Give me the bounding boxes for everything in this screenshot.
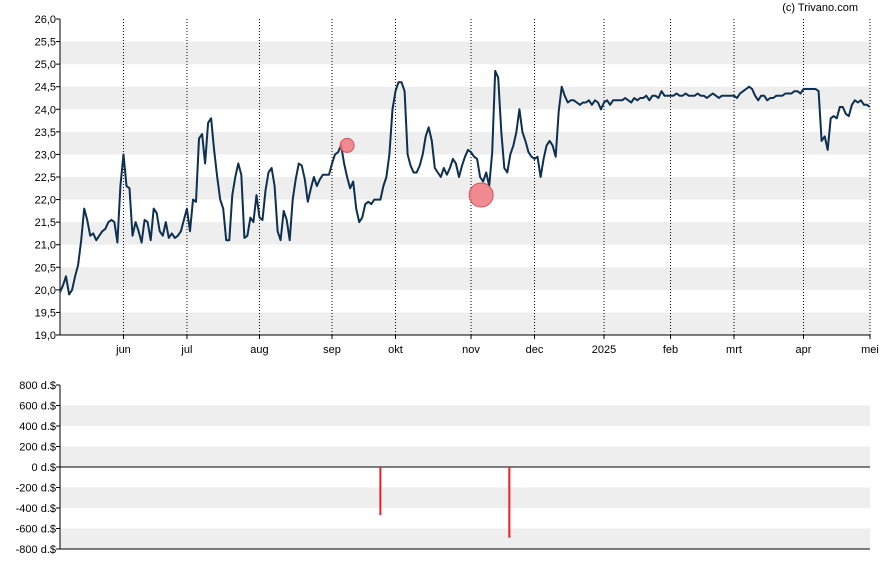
price-y-tick-label: 25,5 [35,37,56,49]
volume-y-tick-label: -600 d.$ [16,524,56,536]
price-y-tick-label: 22,0 [35,195,56,207]
volume-y-tick-label: 800 d.$ [19,380,56,392]
price-event-marker [468,182,494,208]
price-y-tick-label: 26,0 [35,14,56,26]
price-grid-band [60,267,870,290]
price-y-tick-label: 21,5 [35,217,56,229]
volume-grid-band [60,528,870,549]
price-grid-band [60,41,870,65]
volume-grid-band [60,446,870,467]
volume-y-tick-label: 400 d.$ [19,421,56,433]
volume-grid-band [60,405,870,426]
price-y-tick-label: 24,5 [35,82,56,94]
price-grid-band [60,86,870,110]
price-y-tick-label: 23,0 [35,149,56,161]
volume-y-tick-label: -800 d.$ [16,544,56,556]
price-grid-band [60,177,870,200]
price-x-tick-label: feb [663,344,678,356]
price-x-tick-label: jul [180,344,192,356]
price-x-tick-label: apr [796,344,812,356]
price-y-tick-label: 22,5 [35,172,56,184]
volume-y-tick-label: 600 d.$ [19,401,56,413]
price-y-tick-label: 24,0 [35,104,56,116]
volume-y-tick-label: 200 d.$ [19,442,56,454]
price-grid-band [60,131,870,155]
price-x-tick-label: okt [388,344,403,356]
price-y-tick-label: 23,5 [35,127,56,139]
price-x-tick-label: nov [462,344,480,356]
volume-y-tick-label: -400 d.$ [16,503,56,515]
volume-panel: 800 d.$ 600 d.$ 400 d.$ 200 d.$ 0 d.$ -200 d.… [16,380,870,556]
price-panel: 19,0 19,5 20,0 20,5 21,0 21,5 22,0 22,5 23,0 23,5… [35,14,879,356]
price-x-tick-label: aug [250,344,268,356]
volume-grid-band [60,487,870,508]
price-y-tick-label: 19,5 [35,307,56,319]
price-grid-band [60,312,870,335]
price-y-tick-label: 19,0 [35,330,56,342]
price-x-tick-label: sep [323,344,341,356]
price-x-tick-label: mei [861,344,879,356]
price-line [59,69,871,296]
price-event-marker [339,137,355,153]
volume-y-tick-label: -200 d.$ [16,483,56,495]
price-x-tick-label: dec [526,344,544,356]
price-grid-band [60,222,870,245]
credit-label: (c) Trivano.com [782,2,858,14]
price-x-tick-label: 2025 [592,344,616,356]
price-y-tick-label: 20,0 [35,285,56,297]
price-y-tick-label: 20,5 [35,262,56,274]
price-x-tick-label: jun [115,344,131,356]
price-y-tick-label: 21,0 [35,240,56,252]
volume-y-tick-label: 0 d.$ [32,462,56,474]
price-x-tick-label: mrt [726,344,742,356]
price-y-tick-label: 25,0 [35,59,56,71]
